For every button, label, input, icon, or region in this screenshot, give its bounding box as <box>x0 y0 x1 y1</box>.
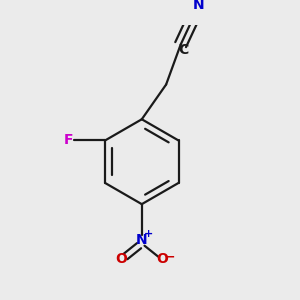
Text: N: N <box>136 233 148 247</box>
Text: −: − <box>164 250 175 263</box>
Text: +: + <box>144 229 153 239</box>
Text: N: N <box>193 0 205 12</box>
Text: O: O <box>156 252 168 266</box>
Text: O: O <box>115 252 127 266</box>
Text: C: C <box>178 43 188 57</box>
Text: F: F <box>64 134 74 148</box>
